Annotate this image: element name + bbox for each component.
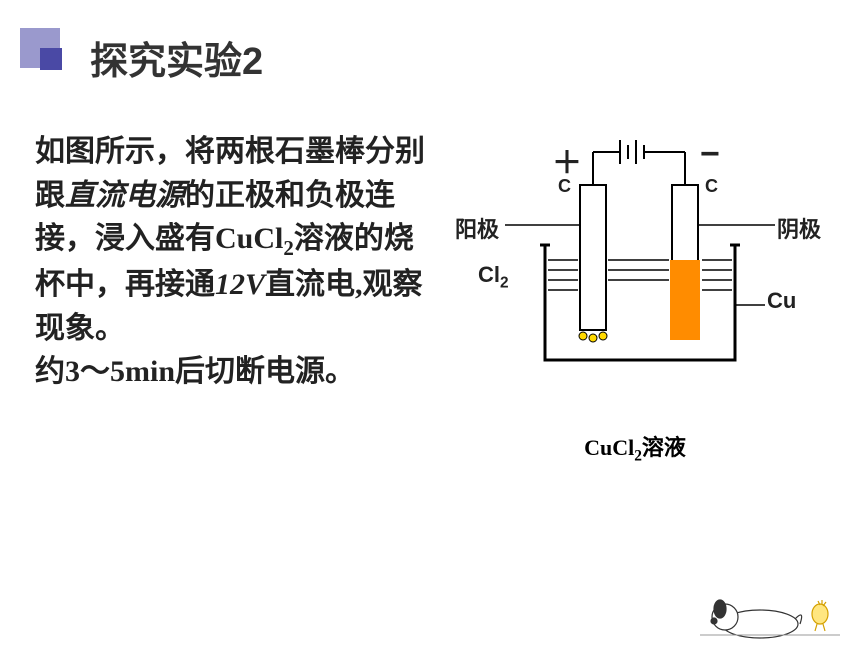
text-frag: 后切断电源。: [175, 355, 355, 388]
square-dark: [40, 48, 62, 70]
electrolysis-diagram: ＋ − C C 阳极 阴极 Cl2 Cu CuCl2溶液: [445, 130, 825, 460]
subscript: 2: [500, 274, 509, 291]
subscript: 2: [634, 447, 642, 464]
c-left: C: [558, 176, 571, 197]
text-frag: 约: [35, 355, 65, 388]
text-italic: 直流电源: [65, 179, 185, 212]
cathode-label: 阴极: [777, 212, 821, 244]
minus-label: −: [700, 135, 720, 174]
title-area: 探究实验2: [0, 20, 263, 85]
snoopy-decoration: [700, 569, 840, 639]
anode-label: 阳极: [455, 212, 499, 244]
cl2-label: Cl2: [478, 262, 509, 292]
diagram-caption: CuCl2溶液: [445, 430, 825, 465]
text-formula: CuCl: [215, 222, 283, 255]
text-italic: 12V: [215, 268, 265, 301]
decorative-squares: [0, 20, 70, 80]
cl2-text: Cl: [478, 262, 500, 287]
caption-formula: CuCl: [584, 435, 634, 460]
c-right: C: [705, 176, 718, 197]
caption-text: 溶液: [642, 435, 686, 460]
cu-label: Cu: [767, 288, 796, 314]
slide-title: 探究实验2: [90, 30, 263, 85]
text-bold: 3～5min: [65, 355, 175, 388]
subscript: 2: [283, 236, 294, 260]
body-paragraph: 如图所示，将两根石墨棒分别跟直流电源的正极和负极连接，浸入盛有CuCl2溶液的烧…: [35, 130, 435, 394]
